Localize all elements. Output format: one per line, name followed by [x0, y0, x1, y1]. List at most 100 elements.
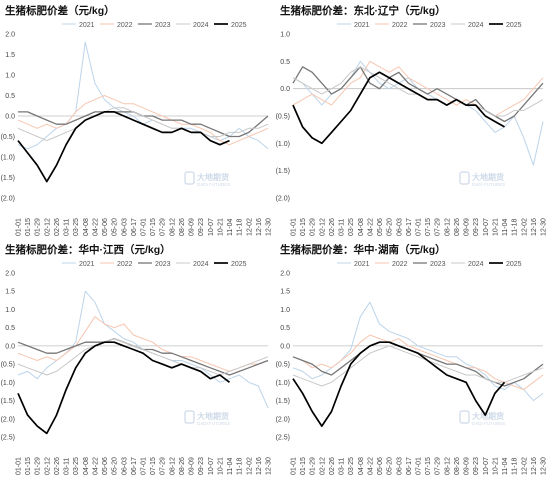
- x-tick-label: 07-15: [425, 218, 432, 236]
- x-tick-label: 08-26: [179, 457, 186, 475]
- legend-label: 2021: [354, 22, 370, 29]
- y-tick-label: (2.0): [1, 416, 15, 423]
- chart-title: 生猪标肥价差（元/kg）: [5, 4, 115, 17]
- y-tick-label: 0.0: [5, 114, 15, 121]
- x-tick-label: 02-26: [329, 218, 336, 236]
- x-tick-label: 01-29: [35, 457, 42, 475]
- y-tick-label: 0.0: [280, 86, 290, 93]
- x-tick-label: 04-22: [367, 218, 374, 236]
- y-tick-label: 0.0: [280, 343, 290, 350]
- legend-label: 2022: [117, 261, 133, 268]
- y-tick-label: 1.0: [5, 307, 15, 314]
- y-tick-label: 0.5: [280, 325, 290, 332]
- chart-title: 生猪标肥价差：华中·湖南（元/kg）: [280, 243, 446, 256]
- y-tick-label: 1.0: [280, 32, 290, 39]
- watermark-name: 大地期货: [472, 411, 504, 421]
- y-tick-label: 0.5: [5, 325, 15, 332]
- y-tick-label: (2.0): [276, 196, 290, 203]
- x-tick-label: 10-07: [483, 218, 490, 236]
- y-tick-label: 1.5: [5, 289, 15, 296]
- x-tick-label: 08-12: [169, 218, 176, 236]
- x-tick-label: 12-16: [256, 457, 263, 475]
- series-line-2022: [17, 95, 269, 146]
- legend-label: 2025: [506, 261, 522, 268]
- x-tick-label: 09-09: [464, 457, 471, 475]
- y-tick-label: (2.0): [1, 196, 15, 203]
- x-tick-label: 12-02: [521, 457, 528, 475]
- series-line-2021: [292, 60, 544, 166]
- series-line-2025: [292, 341, 506, 427]
- x-tick-label: 12-30: [266, 218, 273, 236]
- series-line-2022: [17, 316, 269, 372]
- x-tick-label: 11-18: [237, 219, 244, 236]
- x-tick-label: 08-26: [179, 218, 186, 236]
- x-tick-label: 10-07: [208, 218, 215, 236]
- x-tick-label: 03-11: [339, 219, 346, 236]
- x-tick-label: 07-29: [160, 218, 167, 236]
- chart-panel-national: 生猪标肥价差（元/kg） 2021 2022 2023 2024 2025 2.0 1.5 1.…: [0, 0, 275, 239]
- x-tick-label: 03-25: [73, 218, 80, 236]
- legend-label: 2022: [117, 22, 133, 29]
- legend-label: 2024: [468, 22, 484, 29]
- x-tick-label: 07-15: [150, 218, 157, 236]
- y-tick-label: (0.5): [1, 362, 15, 369]
- x-tick-label: 09-09: [189, 218, 196, 236]
- x-tick-label: 10-21: [217, 457, 224, 475]
- y-tick-label: 2.0: [5, 32, 15, 39]
- y-tick-label: 0.5: [280, 59, 290, 66]
- x-tick-label: 12-30: [541, 457, 548, 475]
- watermark-logo-icon: [459, 410, 470, 424]
- x-tick-label: 01-29: [35, 218, 42, 236]
- legend-label: 2023: [155, 22, 171, 29]
- x-tick-label: 11-04: [227, 219, 234, 236]
- series-line-2022: [292, 60, 544, 117]
- y-tick-label: (1.5): [276, 168, 290, 175]
- chart-panel-liaoning: 生猪标肥价差：东北·辽宁（元/kg） 2021 2022 2023 2024 2025 1.…: [275, 0, 550, 239]
- watermark-name: 大地期货: [197, 411, 229, 421]
- x-tick-label: 03-25: [73, 457, 80, 475]
- x-tick-label: 09-23: [473, 218, 480, 236]
- x-tick-label: 02-26: [54, 218, 61, 236]
- watermark-sub: DADI FUTURES: [472, 182, 505, 187]
- x-tick-label: 04-08: [358, 457, 365, 475]
- series-line-2023: [292, 66, 544, 123]
- x-tick-label: 09-23: [198, 457, 205, 475]
- x-tick-label: 05-20: [112, 218, 119, 236]
- x-tick-label: 12-02: [246, 457, 253, 475]
- x-tick-label: 02-12: [44, 457, 51, 475]
- x-tick-label: 11-04: [502, 458, 509, 475]
- x-tick-label: 03-11: [339, 458, 346, 475]
- x-tick-label: 07-01: [416, 457, 423, 475]
- x-tick-label: 05-06: [377, 218, 384, 236]
- x-tick-label: 09-23: [198, 218, 205, 236]
- x-tick-label: 04-22: [92, 218, 99, 236]
- legend-label: 2025: [231, 261, 247, 268]
- watermark-sub: DADI FUTURES: [472, 421, 505, 426]
- x-tick-label: 05-20: [387, 457, 394, 475]
- x-tick-label: 09-09: [189, 457, 196, 475]
- y-tick-label: (0.5): [1, 134, 15, 141]
- y-tick-label: 2.0: [5, 271, 15, 278]
- x-tick-label: 09-23: [473, 457, 480, 475]
- chart-svg-liaoning: 生猪标肥价差：东北·辽宁（元/kg） 2021 2022 2023 2024 2025 1.…: [276, 4, 548, 236]
- watermark-sub: DADI FUTURES: [197, 182, 230, 187]
- x-tick-label: 01-15: [25, 218, 32, 236]
- legend-label: 2021: [79, 22, 95, 29]
- y-tick-label: (1.5): [1, 175, 15, 182]
- x-tick-label: 08-12: [444, 457, 451, 475]
- chart-svg-hunan: 生猪标肥价差：华中·湖南（元/kg） 2021 2022 2023 2024 2025 2.…: [276, 243, 548, 475]
- x-tick-label: 05-06: [102, 218, 109, 236]
- x-tick-label: 06-03: [396, 218, 403, 236]
- chart-svg-national: 生猪标肥价差（元/kg） 2021 2022 2023 2024 2025 2.0 1.5 1.…: [1, 4, 273, 236]
- x-tick-label: 01-15: [300, 218, 307, 236]
- series-line-2025: [17, 111, 230, 183]
- x-tick-label: 01-29: [310, 457, 317, 475]
- x-tick-label: 08-12: [169, 457, 176, 475]
- x-tick-label: 07-15: [425, 457, 432, 475]
- x-tick-label: 06-17: [131, 218, 138, 236]
- x-tick-label: 01-15: [300, 457, 307, 475]
- x-tick-label: 07-29: [160, 457, 167, 475]
- legend-label: 2024: [193, 261, 209, 268]
- chart-svg-jiangxi: 生猪标肥价差：华中·江西（元/kg） 2021 2022 2023 2024 2025 2.…: [1, 243, 273, 475]
